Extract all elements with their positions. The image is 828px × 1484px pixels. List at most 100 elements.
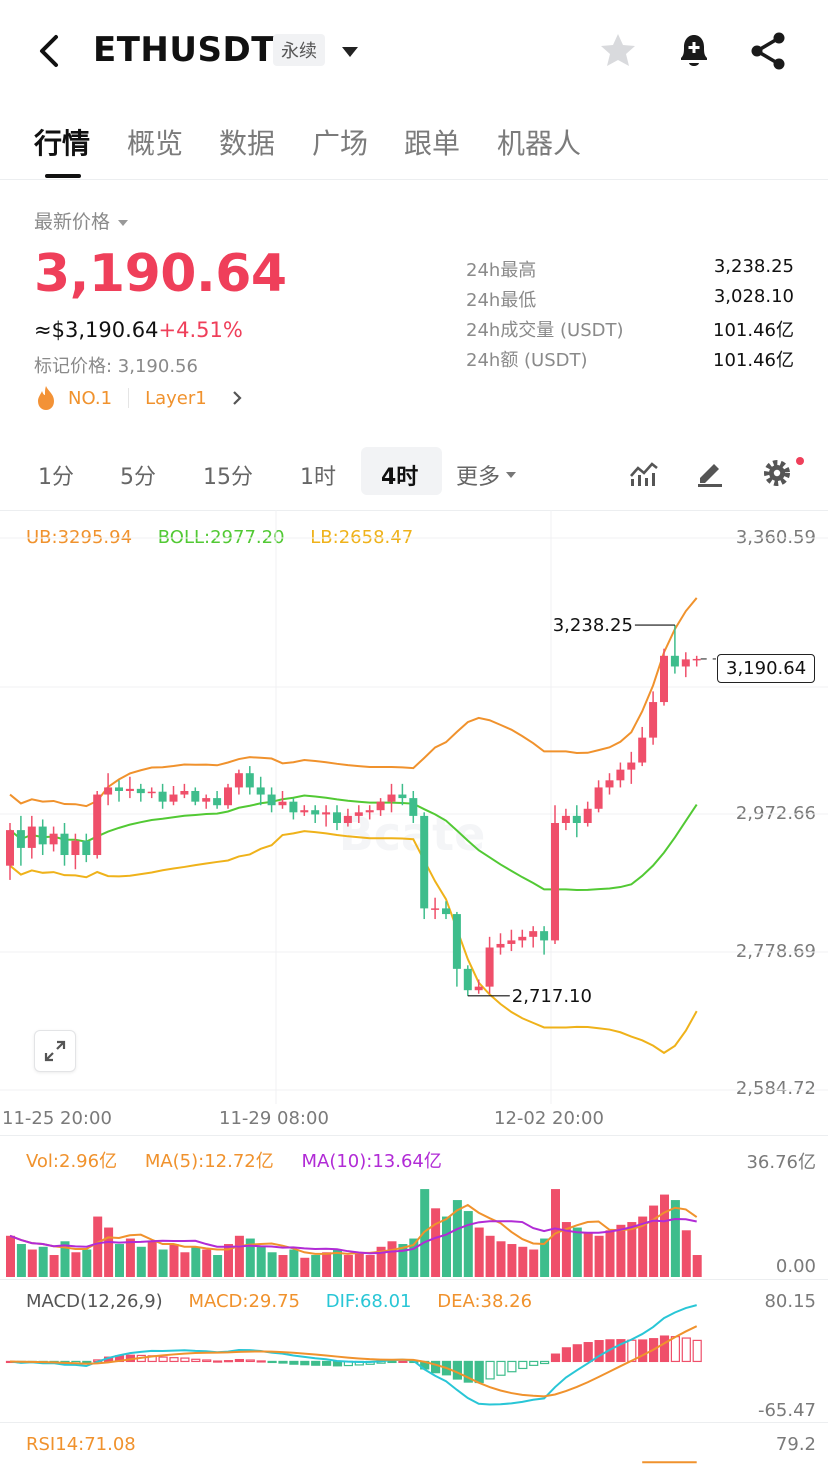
macd-divider xyxy=(0,1279,828,1280)
chart-top-divider xyxy=(0,510,828,511)
interval-1h[interactable]: 1时 xyxy=(300,465,336,490)
flame-icon xyxy=(38,386,54,410)
candle-body xyxy=(463,968,472,991)
candle-body xyxy=(398,794,407,799)
dea-value: DEA:38.26 xyxy=(437,1291,533,1312)
candle-body xyxy=(343,815,352,824)
tag-row[interactable]: NO.1 Layer1 xyxy=(34,384,247,412)
macd-bar xyxy=(638,1339,648,1363)
candle-body xyxy=(224,787,232,806)
volume-bar xyxy=(191,1246,201,1277)
macd-bar xyxy=(496,1360,506,1376)
volume-bar xyxy=(245,1238,255,1277)
candle-body xyxy=(649,702,658,738)
macd-dea-line xyxy=(9,1325,698,1398)
volume-bar xyxy=(234,1235,244,1277)
volume-bar xyxy=(93,1216,103,1277)
latest-price-label-row[interactable]: 最新价格 xyxy=(34,207,130,234)
tab-bots[interactable]: 机器人 xyxy=(497,127,582,160)
interval-5m[interactable]: 5分 xyxy=(120,465,156,490)
candle-body xyxy=(354,812,363,816)
vol-value: Vol:2.96亿 xyxy=(26,1151,118,1172)
tab-copy-trading[interactable]: 跟单 xyxy=(404,127,461,160)
volume-bar xyxy=(158,1249,168,1277)
volume-bar xyxy=(322,1252,332,1277)
pencil-icon xyxy=(698,464,722,487)
candle-body xyxy=(333,812,341,824)
expand-icon xyxy=(44,1040,66,1062)
alert-button[interactable] xyxy=(672,28,716,72)
expand-chart-button[interactable] xyxy=(34,1030,76,1072)
indicators-button[interactable] xyxy=(628,458,660,488)
tab-data[interactable]: 数据 xyxy=(219,127,276,160)
usd-change-row: ≈$3,190.64+4.51% xyxy=(34,318,243,342)
x-axis-label-1: 11-25 20:00 xyxy=(2,1108,112,1129)
macd-bar xyxy=(245,1359,255,1363)
stat-value-high: 3,238.25 xyxy=(713,256,794,277)
macd-bar xyxy=(169,1357,179,1363)
bell-plus-icon xyxy=(681,35,707,66)
vol-axis-label-bottom: 0.00 xyxy=(775,1256,816,1277)
rsi-value: RSI14:71.08 xyxy=(26,1434,136,1455)
volume-bar xyxy=(27,1249,37,1277)
candle-body xyxy=(322,812,331,815)
tab-square[interactable]: 广场 xyxy=(312,127,369,160)
macd-bar xyxy=(681,1337,691,1363)
macd-bar xyxy=(529,1360,539,1366)
candle-body xyxy=(365,810,374,813)
candle-body xyxy=(561,815,570,824)
volume-bar xyxy=(38,1246,48,1277)
boll-middle-line xyxy=(9,794,698,891)
tab-overview[interactable]: 概览 xyxy=(127,127,184,160)
caret-down-icon xyxy=(506,472,517,478)
volume-bar xyxy=(474,1227,484,1277)
candle-body xyxy=(605,780,614,788)
interval-4h[interactable]: 4时 xyxy=(381,465,419,490)
drawing-button[interactable] xyxy=(694,456,726,488)
interval-1m[interactable]: 1分 xyxy=(38,465,74,490)
candle-body xyxy=(93,794,102,856)
volume-bar xyxy=(354,1252,364,1277)
volume-bar xyxy=(540,1238,550,1277)
volume-bar xyxy=(224,1244,233,1277)
ma10-value: MA(10):13.64亿 xyxy=(301,1151,442,1172)
candle-body xyxy=(627,762,636,770)
candle-body xyxy=(409,798,418,816)
candle-body xyxy=(311,810,320,815)
candle-body xyxy=(376,801,385,811)
stat-value-volume: 101.46亿 xyxy=(713,320,794,341)
interval-15m[interactable]: 15分 xyxy=(203,465,253,490)
macd-bar xyxy=(539,1360,550,1365)
tab-market[interactable]: 行情 xyxy=(34,127,91,160)
macd-bar xyxy=(398,1360,408,1363)
vol-axis-label-top: 36.76亿 xyxy=(746,1152,816,1173)
share-button[interactable] xyxy=(748,30,790,72)
macd-chart xyxy=(5,1304,702,1406)
chart-settings-button[interactable] xyxy=(760,454,806,490)
stat-label-low: 24h最低 xyxy=(466,290,537,311)
stat-label-high: 24h最高 xyxy=(466,260,537,281)
volume-indicator-row: Vol:2.96亿 MA(5):12.72亿 MA(10):13.64亿 xyxy=(26,1147,442,1173)
macd-bar xyxy=(594,1340,604,1363)
candle-body xyxy=(452,914,461,969)
tabs-divider xyxy=(0,179,828,180)
macd-axis-label-top: 80.15 xyxy=(764,1291,816,1312)
candle-body xyxy=(147,791,156,794)
volume-bar xyxy=(442,1216,451,1277)
candle-body xyxy=(638,737,647,763)
macd-bar xyxy=(561,1347,572,1363)
candlestick-chart[interactable]: Bcate 3,238.252,717.10 xyxy=(0,510,828,1104)
favorite-button[interactable] xyxy=(597,30,639,72)
candle-body xyxy=(256,787,265,795)
interval-more[interactable]: 更多 xyxy=(456,459,519,491)
back-button[interactable] xyxy=(30,30,70,72)
interval-more-label: 更多 xyxy=(456,465,501,490)
volume-bar xyxy=(136,1246,146,1277)
vol-ma5-line xyxy=(9,1203,698,1255)
macd-bar xyxy=(322,1360,332,1366)
macd-bar xyxy=(485,1360,495,1380)
stat-value-amount: 101.46亿 xyxy=(713,350,794,371)
candle-body xyxy=(158,791,167,802)
macd-bar xyxy=(213,1360,223,1363)
symbol-dropdown[interactable] xyxy=(338,42,362,62)
